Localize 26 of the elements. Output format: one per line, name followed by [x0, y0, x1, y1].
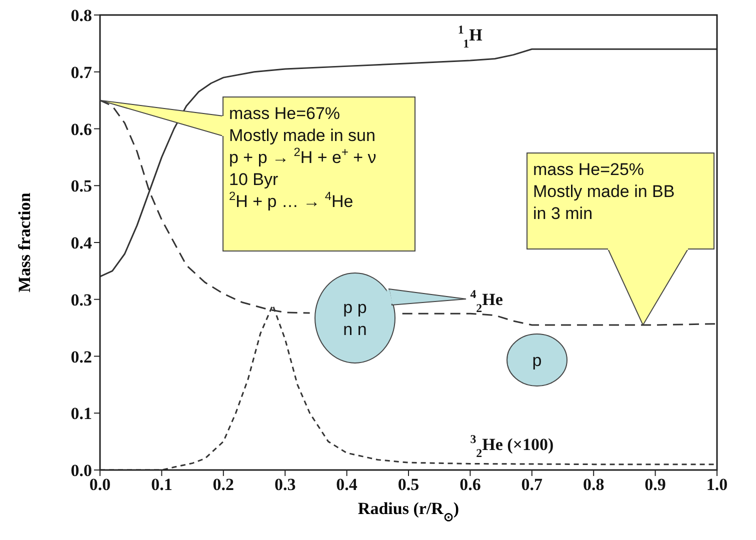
x-tick-label: 1.0 — [706, 475, 728, 494]
x-tick-label: 0.1 — [151, 475, 172, 494]
y-tick-label: 0.3 — [70, 290, 92, 310]
y-tick-label: 0.7 — [70, 62, 92, 82]
annotation: p — [532, 351, 542, 370]
x-tick-label: 0.8 — [582, 475, 604, 494]
x-tick-label: 0.4 — [336, 475, 358, 494]
x-tick-label: 0.2 — [212, 475, 234, 494]
x-tick-label: 0.9 — [644, 475, 666, 494]
annotation: mass He=25% Mostly made in BB in 3 min — [533, 160, 675, 223]
y-tick-label: 0.6 — [70, 120, 92, 139]
y-tick-label: 0.1 — [70, 404, 92, 424]
x-tick-label: 0.3 — [274, 475, 296, 494]
y-tick-label: 0.8 — [70, 6, 92, 26]
y-tick-label: 0.5 — [70, 176, 92, 196]
x-tick-label: 0.6 — [460, 475, 481, 494]
round-speech-bubble: p — [506, 334, 568, 386]
x-tick-label: 0.5 — [398, 475, 420, 494]
y-tick-label: 0.4 — [70, 234, 92, 253]
x-axis-title: Radius (r/R$_{⊙}$) — [358, 499, 460, 524]
x-tick-label: 0.0 — [89, 475, 111, 494]
y-tick-label: 0.2 — [70, 347, 92, 366]
annotation: p p n n — [343, 298, 367, 339]
y-tick-label: 0.0 — [70, 461, 92, 480]
y-axis-title: Mass fraction — [15, 192, 34, 292]
x-tick-label: 0.7 — [521, 475, 544, 494]
